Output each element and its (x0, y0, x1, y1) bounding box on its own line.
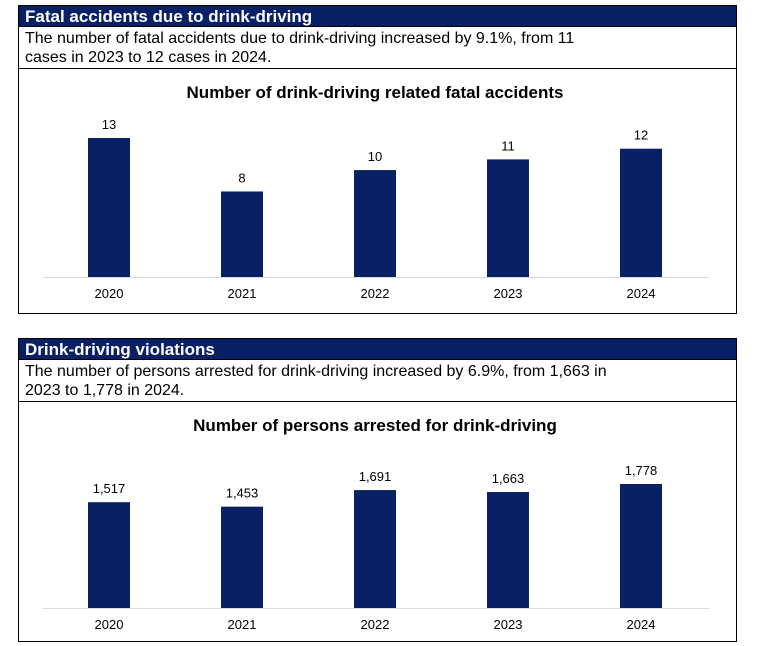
description-line: The number of fatal accidents due to dri… (25, 30, 575, 47)
x-tick-label-2021: 2021 (228, 286, 257, 301)
data-label-2023: 11 (501, 138, 515, 153)
data-label-2021: 8 (238, 170, 245, 185)
x-tick-label-2023: 2023 (494, 617, 523, 632)
bar-2022 (354, 170, 396, 277)
section-header: Drink-driving violations (18, 338, 737, 360)
chart-title: Number of persons arrested for drink-dri… (193, 416, 557, 435)
data-label-2024: 12 (634, 128, 648, 143)
section-drink-driving-violations: Drink-driving violations The number of p… (18, 338, 737, 642)
bar-2020 (88, 138, 130, 277)
bar-2021 (221, 191, 263, 277)
bar-2024 (620, 484, 662, 608)
chart-persons-arrested: Number of persons arrested for drink-dri… (18, 402, 737, 642)
data-label-2021: 1,453 (226, 486, 259, 501)
x-tick-label-2021: 2021 (228, 617, 257, 632)
bar-2023 (487, 159, 529, 277)
x-tick-label-2024: 2024 (627, 286, 656, 301)
data-label-2022: 10 (368, 149, 382, 164)
bar-chart: Number of persons arrested for drink-dri… (43, 416, 709, 632)
data-label-2023: 1,663 (492, 471, 525, 486)
section-description: The number of persons arrested for drink… (18, 360, 737, 402)
x-tick-label-2020: 2020 (95, 286, 124, 301)
data-label-2020: 13 (102, 117, 116, 132)
data-label-2022: 1,691 (359, 469, 392, 484)
x-tick-label-2022: 2022 (361, 286, 390, 301)
x-tick-label-2023: 2023 (494, 286, 523, 301)
bar-2023 (487, 492, 529, 608)
bar-chart: Number of drink-driving related fatal ac… (43, 83, 709, 301)
chart-title: Number of drink-driving related fatal ac… (187, 83, 564, 102)
data-label-2024: 1,778 (625, 463, 658, 478)
section-fatal-accidents: Fatal accidents due to drink-driving The… (18, 5, 737, 314)
bar-2022 (354, 490, 396, 608)
description-line: 2023 to 1,778 in 2024. (25, 382, 185, 399)
description-line: The number of persons arrested for drink… (25, 363, 607, 380)
bar-2020 (88, 502, 130, 608)
x-tick-label-2022: 2022 (361, 617, 390, 632)
bar-2021 (221, 506, 263, 608)
data-label-2020: 1,517 (93, 481, 126, 496)
x-tick-label-2024: 2024 (627, 617, 656, 632)
bar-2024 (620, 148, 662, 277)
description-line: cases in 2023 to 12 cases in 2024. (25, 49, 272, 66)
section-description: The number of fatal accidents due to dri… (18, 27, 737, 69)
x-tick-label-2020: 2020 (95, 617, 124, 632)
section-header: Fatal accidents due to drink-driving (18, 5, 737, 27)
chart-fatal-accidents: Number of drink-driving related fatal ac… (18, 69, 737, 314)
